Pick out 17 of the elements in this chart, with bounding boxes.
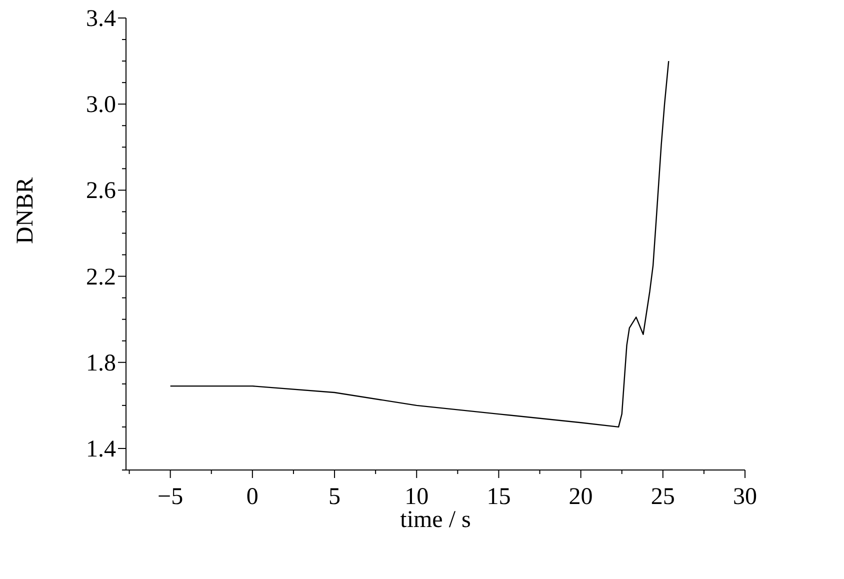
x-tick-label: 15 xyxy=(486,484,511,510)
y-tick-label: 3.4 xyxy=(86,6,116,32)
y-tick-label: 2.2 xyxy=(86,264,116,290)
x-tick-label: 20 xyxy=(568,484,593,510)
x-tick-label: 25 xyxy=(650,484,675,510)
x-tick-label: −5 xyxy=(158,484,184,510)
y-tick-label: 1.8 xyxy=(86,350,116,376)
x-tick-label: 0 xyxy=(246,484,258,510)
x-tick-label: 5 xyxy=(328,484,341,510)
y-tick-label: 2.6 xyxy=(86,178,116,204)
x-tick-label: 30 xyxy=(733,484,757,510)
x-axis-title: time / s xyxy=(400,507,471,533)
x-tick-label: 10 xyxy=(404,484,429,510)
y-tick-label: 3.0 xyxy=(86,92,116,118)
line-series xyxy=(170,60,670,428)
y-axis-title: DNBR xyxy=(12,177,39,244)
y-tick-label: 1.4 xyxy=(86,436,116,462)
